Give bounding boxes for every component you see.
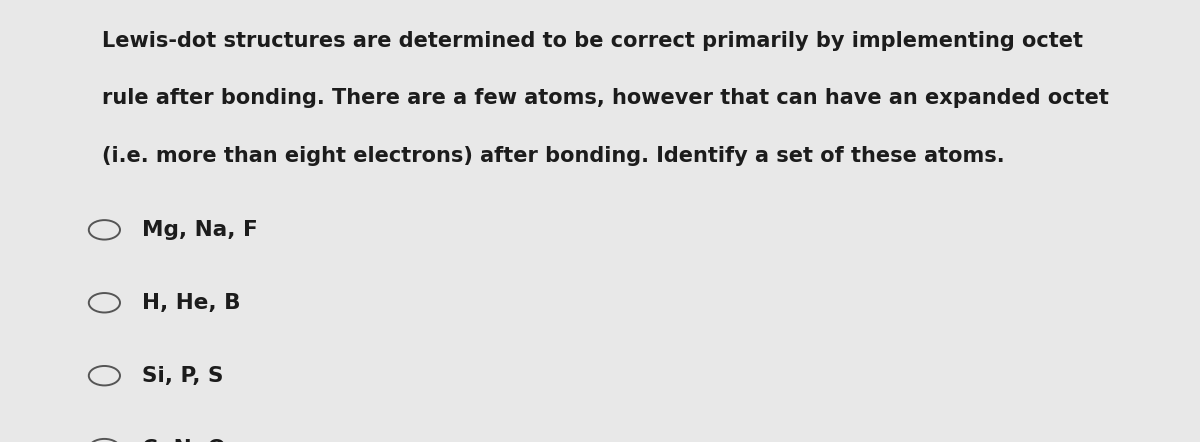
Text: rule after bonding. There are a few atoms, however that can have an expanded oct: rule after bonding. There are a few atom… [102, 88, 1109, 108]
Text: Mg, Na, F: Mg, Na, F [142, 220, 257, 240]
Text: (i.e. more than eight electrons) after bonding. Identify a set of these atoms.: (i.e. more than eight electrons) after b… [102, 146, 1004, 166]
Text: Lewis-dot structures are determined to be correct primarily by implementing octe: Lewis-dot structures are determined to b… [102, 31, 1084, 51]
Text: C, N, O: C, N, O [142, 438, 226, 442]
Text: H, He, B: H, He, B [142, 293, 240, 313]
Text: Si, P, S: Si, P, S [142, 366, 223, 386]
